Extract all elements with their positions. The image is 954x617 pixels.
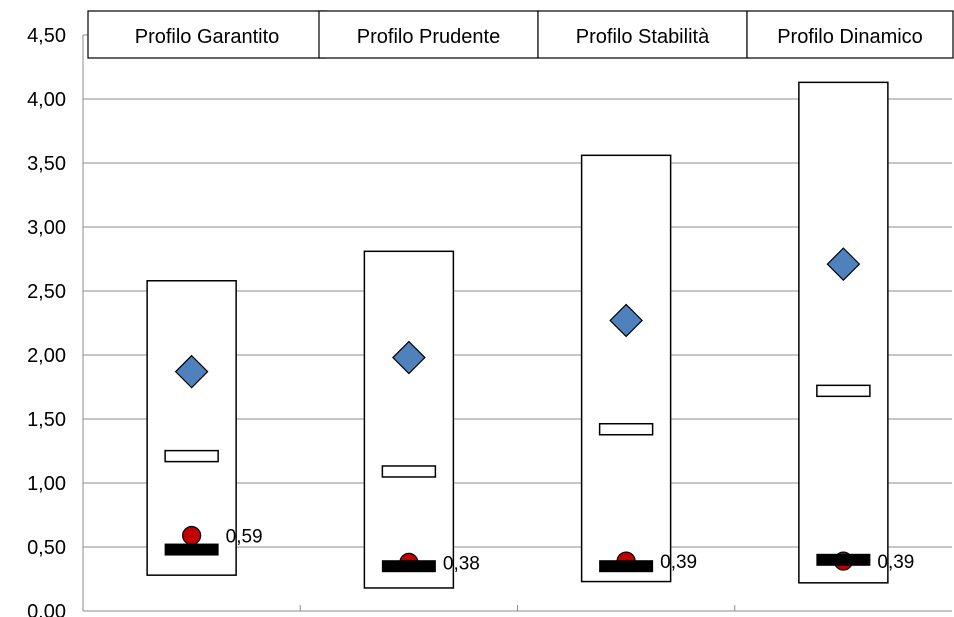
data-label: 0,39	[877, 552, 914, 573]
plot-area: 0,59 0,38 0,39 0,39	[146, 81, 914, 589]
middle-marker	[816, 384, 871, 398]
y-tick-label: 1,50	[27, 409, 66, 431]
range-box	[580, 154, 672, 583]
thick-bar-marker	[816, 553, 871, 566]
y-tick-label: 2,50	[27, 281, 66, 303]
middle-marker	[381, 465, 437, 478]
y-tick-label: 0,00	[27, 601, 66, 617]
category-header-box	[537, 10, 748, 59]
y-tick-label: 4,00	[27, 89, 66, 111]
middle-marker	[598, 422, 654, 436]
data-label: 0,38	[443, 553, 480, 574]
middle-marker	[164, 449, 219, 463]
diamond-marker	[609, 303, 643, 338]
category-header-label: Profilo Prudente	[357, 26, 500, 48]
category-header-label: Profilo Stabilità	[576, 26, 710, 48]
category-header-box	[87, 10, 327, 59]
category-header-label: Profilo Garantito	[135, 26, 280, 48]
category-headers: Profilo Garantito Profilo Prudente Profilo…	[87, 10, 954, 59]
y-axis: 0,00 0,50 1,00 1,50 2,00 2,50 3,00 3,50 4,00 4,50	[27, 25, 66, 617]
thick-bar-marker	[381, 560, 436, 573]
circle-marker	[182, 525, 202, 546]
range-box	[798, 81, 889, 584]
y-tick-label: 3,50	[27, 153, 66, 175]
range-box	[363, 250, 455, 589]
diamond-marker	[392, 340, 426, 375]
y-tick-label: 4,50	[27, 25, 66, 47]
y-tick-label: 1,00	[27, 473, 66, 495]
y-tick-label: 3,00	[27, 217, 66, 239]
data-label: 0,39	[660, 552, 697, 573]
y-tick-label: 0,50	[27, 537, 66, 559]
diamond-marker	[826, 247, 861, 281]
category-header-label: Profilo Dinamico	[777, 26, 923, 48]
category-header-box	[746, 10, 954, 59]
diamond-marker	[174, 354, 209, 389]
thick-bar-marker	[599, 560, 654, 573]
thick-bar-marker	[164, 543, 219, 556]
data-label: 0,59	[226, 526, 263, 547]
y-tick-label: 2,00	[27, 345, 66, 367]
